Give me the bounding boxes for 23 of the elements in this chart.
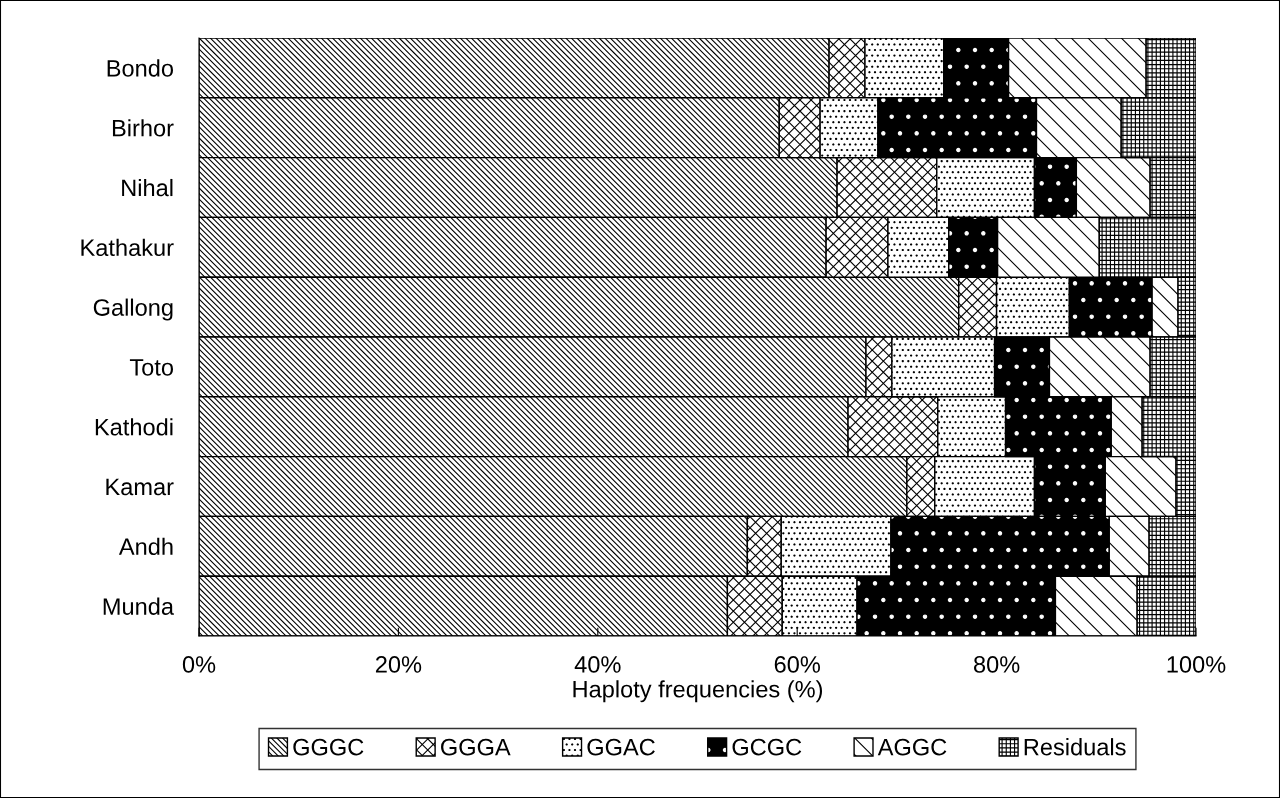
y-tick-label: Gallong xyxy=(93,298,173,321)
legend-label: AGGC xyxy=(877,738,947,756)
y-tick-label: Kathakur xyxy=(81,238,174,257)
x-tick-label: 100% xyxy=(1167,656,1226,673)
x-tick-label: 20% xyxy=(375,656,422,673)
legend-label: GGAC xyxy=(587,738,655,756)
x-axis-title: Haploty frequencies (%) xyxy=(573,680,823,703)
legend-label: GGGA xyxy=(441,738,511,756)
y-tick-label: Toto xyxy=(129,359,174,376)
x-tick-label: 0% xyxy=(182,656,216,673)
y-tick-label: Munda xyxy=(103,597,175,615)
legend-label: GGGC xyxy=(293,738,364,756)
x-tick-label: 40% xyxy=(574,656,621,673)
y-tick-label: Birhor xyxy=(112,119,174,137)
x-tick-label: 60% xyxy=(774,656,820,673)
legend-label: GCGC xyxy=(732,738,802,756)
legend-label: Residuals xyxy=(1024,738,1126,756)
y-tick-label: Kamar xyxy=(106,478,174,496)
y-tick-label: Andh xyxy=(118,537,173,556)
x-tick-label: 80% xyxy=(974,656,1020,673)
y-tick-label: Kathodi xyxy=(95,418,173,436)
y-tick-label: Bondo xyxy=(107,59,174,77)
y-tick-label: Nihal xyxy=(122,178,173,197)
